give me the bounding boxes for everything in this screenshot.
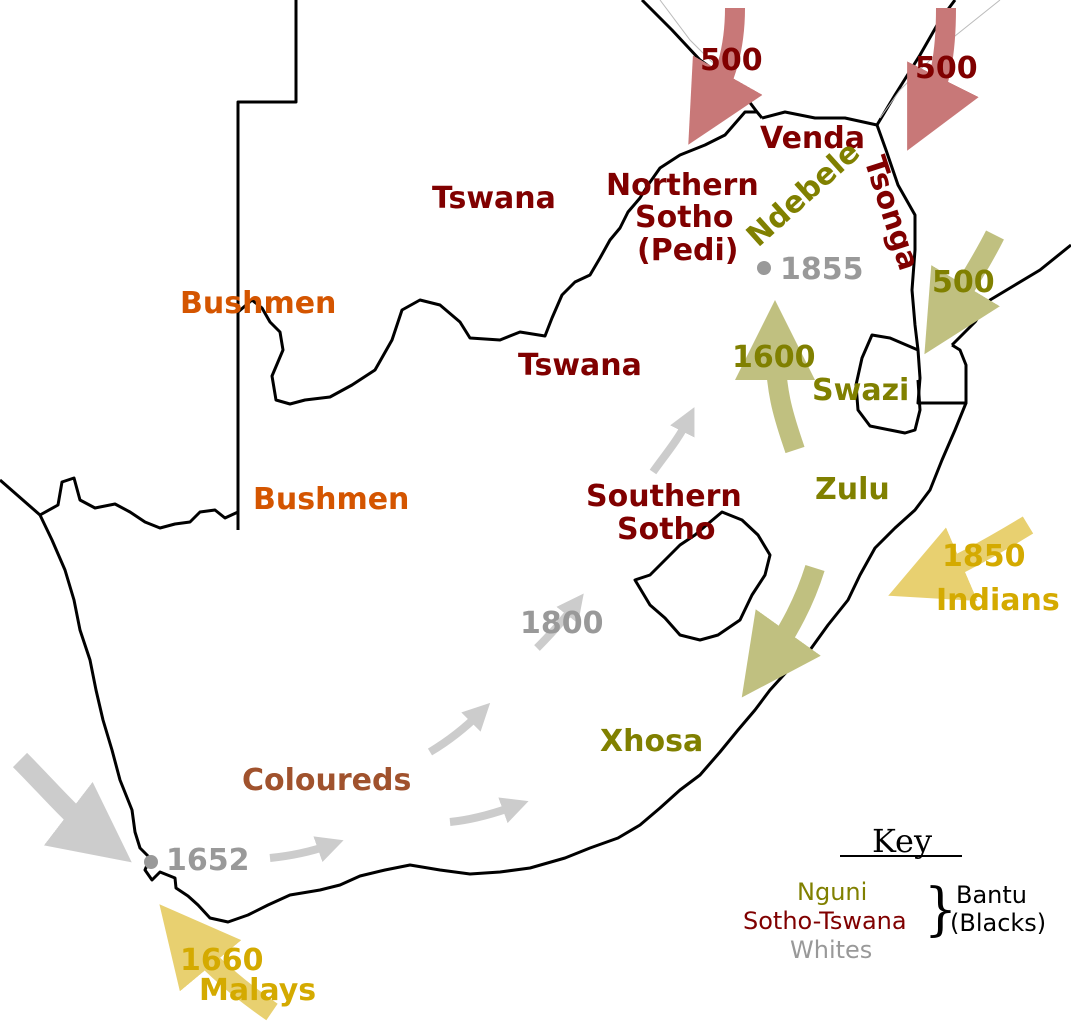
label-coloureds: Coloureds [242,763,411,798]
limpopo-border [761,110,878,127]
arrow-indians [888,516,1034,602]
label-xhosa: Xhosa [600,724,703,759]
arrow-sotho-northeast [907,7,979,151]
arrow-whites-5 [649,407,695,475]
arrow-whites-3 [427,702,491,756]
migration-arrows [12,7,1034,1021]
arrow-nguni-east [924,230,1004,355]
key-item-sotho-tswana: Sotho-Tswana [743,907,907,935]
date-ndebele-1855: 1855 [780,252,864,287]
label-tswana-north: Tswana [432,181,556,216]
label-northern-sotho-2: Sotho [635,200,734,235]
key-item-nguni: Nguni [797,878,867,906]
key-group-bantu: Bantu [956,881,1027,909]
label-northern-sotho-3: (Pedi) [637,233,739,268]
botswana-sa-border [237,110,764,406]
arrow-whites-arrival [12,752,132,863]
label-bushmen-north: Bushmen [180,286,336,321]
label-southern-sotho-1: Southern [586,479,742,514]
namibia-botswana-border [236,0,298,530]
arrow-whites-4 [534,593,584,651]
key-group-blacks: (Blacks) [950,909,1046,937]
namibia-coast [0,478,41,517]
label-southern-sotho-2: Sotho [617,512,716,547]
lesotho-outline [633,510,772,642]
date-sotho-northeast: 500 [915,51,978,86]
label-zulu: Zulu [815,472,890,507]
arrow-malays [159,904,278,1021]
swaziland-outline [854,333,922,435]
borders [0,0,1071,924]
date-whites-1800: 1800 [520,606,604,641]
arrow-sotho-northwest [688,7,763,145]
date-nguni-east: 500 [932,265,995,300]
arrow-whites-1 [269,836,344,863]
date-nguni-north: 1600 [732,340,816,375]
settlement-dot-1652 [144,855,158,869]
mozambique-border [875,124,968,405]
arrow-nguni-north [735,300,816,454]
date-sotho-northwest: 500 [700,43,763,78]
label-venda: Venda [760,121,865,156]
label-malays: Malays [199,973,316,1008]
label-northern-sotho-1: Northern [606,168,759,203]
arrow-whites-2 [449,797,529,826]
orange-river-border [39,476,239,530]
date-cape-1652: 1652 [166,843,250,878]
date-indians-1850: 1850 [942,539,1026,574]
arrow-nguni-south [741,564,825,698]
key-title: Key [872,822,932,860]
label-indians: Indians [936,583,1060,618]
label-bushmen-south: Bushmen [253,482,409,517]
key-brace: } [924,875,957,942]
label-swazi: Swazi [812,373,909,408]
settlement-dot-1855 [757,261,771,275]
date-malays-1660: 1660 [180,943,264,978]
label-tswana-south: Tswana [518,348,642,383]
date-labels: 500 500 500 1600 1855 1800 1652 1850 166… [166,43,1026,978]
key-item-whites: Whites [790,936,872,964]
map-key: Key Nguni Sotho-Tswana Whites } Bantu (B… [743,822,1046,964]
